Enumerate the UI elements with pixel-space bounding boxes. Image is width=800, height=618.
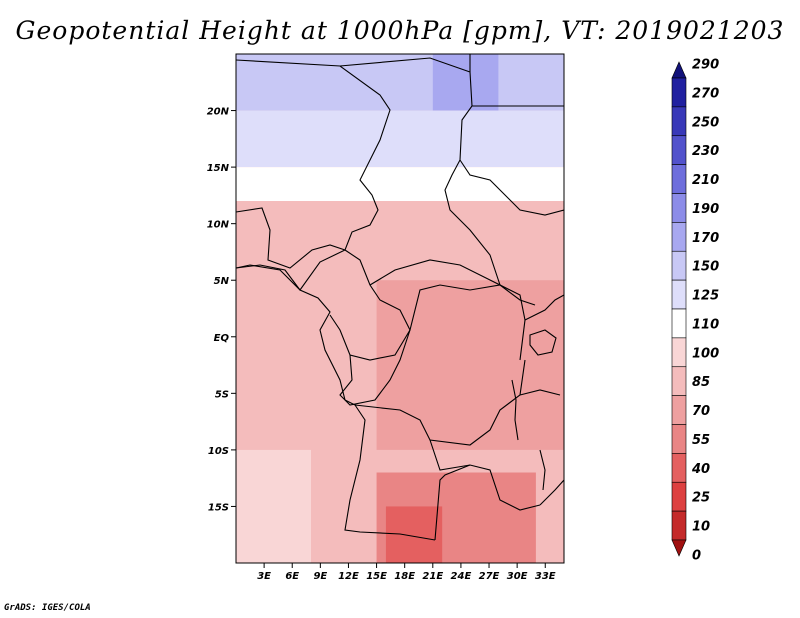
colorbar-swatch — [671, 77, 687, 108]
x-axis: 3E 6E 9E 12E 15E 18E 21E 24E 27E 30E 33E — [257, 563, 556, 582]
region-south-atlantic — [236, 449, 311, 563]
border-drc-south — [354, 359, 526, 446]
region-northeast-egypt — [432, 54, 499, 111]
region-white-band — [236, 167, 564, 202]
border-sudan — [459, 159, 564, 216]
border-east — [524, 294, 564, 321]
x-tick-label: 21E — [422, 571, 443, 582]
colorbar-label: 150 — [692, 260, 719, 275]
credit-label: GrADS: IGES/COLA — [4, 603, 91, 613]
border-angola — [344, 404, 436, 541]
colorbar-swatch — [671, 61, 687, 79]
colorbar-swatch — [671, 135, 687, 165]
region-sahel-light-blue — [236, 110, 564, 168]
y-tick-label: 20N — [207, 107, 230, 118]
border-north — [236, 59, 391, 291]
border-drc-north — [409, 284, 526, 361]
chart-title: Geopotential Height at 1000hPa [gpm], VT… — [15, 16, 785, 45]
colorbar-label: 290 — [692, 58, 719, 73]
x-tick-label: 6E — [285, 571, 299, 582]
colorbar-label: 250 — [692, 115, 719, 130]
x-tick-label: 30E — [507, 571, 528, 582]
x-tick-label: 9E — [313, 571, 327, 582]
colorbar-label: 100 — [692, 346, 719, 361]
y-tick-label: 15S — [208, 502, 229, 513]
colorbar-label: 125 — [692, 289, 719, 304]
colorbar-label: 190 — [692, 202, 719, 217]
border-congo — [339, 329, 411, 406]
x-tick-label: 18E — [394, 571, 415, 582]
border-libya-chad — [339, 57, 501, 286]
colorbar-label: 230 — [692, 144, 719, 159]
colorbar-label: 55 — [692, 433, 710, 448]
colorbar-label: 110 — [692, 317, 719, 332]
colorbar-swatch — [671, 366, 687, 396]
colorbar-label: 85 — [692, 375, 710, 390]
colorbar-swatch — [671, 510, 687, 541]
colorbar-label: 40 — [691, 462, 710, 477]
colorbar-swatch — [671, 539, 687, 557]
x-tick-label: 24E — [451, 571, 472, 582]
colorbar-label: 25 — [692, 491, 710, 506]
region-central-basin — [376, 280, 564, 450]
colorbar-label: 10 — [692, 520, 710, 535]
region-kalahari-low — [385, 506, 443, 563]
colorbar-swatch — [671, 337, 687, 368]
x-tick-label: 3E — [257, 571, 271, 582]
colorbar-label: 270 — [692, 86, 719, 101]
lake-victoria — [529, 329, 557, 356]
country-borders — [236, 54, 564, 541]
colorbar-swatch — [671, 106, 687, 137]
border-car — [369, 259, 536, 306]
colorbar-swatch — [671, 222, 687, 252]
region-atlantic-tropics — [236, 280, 349, 450]
height-field — [236, 54, 564, 563]
x-tick-label: 15E — [366, 571, 387, 582]
colorbar-swatch — [671, 453, 687, 483]
colorbar-label: 170 — [692, 231, 719, 246]
y-tick-label: 10N — [207, 220, 230, 231]
border-niger-nigeria — [236, 207, 346, 269]
colorbar-label: 210 — [692, 173, 719, 188]
colorbar-label: 0 — [692, 548, 701, 563]
colorbar-swatch — [671, 308, 687, 339]
y-tick-label: 5S — [215, 389, 229, 400]
x-tick-label: 27E — [479, 571, 500, 582]
coast-gulf-guinea — [236, 264, 356, 406]
lake-tanganyika — [511, 379, 519, 441]
y-tick-label: EQ — [214, 333, 230, 344]
colorbar-label: 70 — [692, 404, 710, 419]
border-tanzania — [519, 389, 561, 396]
border-namibia-botswana — [434, 464, 471, 541]
x-tick-label: 33E — [535, 571, 556, 582]
y-axis: 20N 15N 10N 5N EQ 5S 10S 15S — [207, 107, 236, 513]
colorbar-swatch — [671, 424, 687, 454]
colorbar-swatch — [671, 250, 687, 281]
colorbar-swatch — [671, 164, 687, 194]
y-tick-label: 10S — [208, 446, 229, 457]
y-tick-label: 5N — [214, 276, 230, 287]
colorbar-swatch — [671, 193, 687, 223]
plot-frame — [235, 53, 565, 564]
x-tick-label: 12E — [338, 571, 359, 582]
colorbar-swatch — [671, 395, 687, 425]
colorbar-swatch — [671, 481, 687, 512]
y-tick-label: 15N — [207, 163, 230, 174]
colorbar-swatch — [671, 279, 687, 310]
border-mozambique — [539, 479, 564, 506]
lake-malawi — [539, 449, 546, 491]
border-zambia — [429, 439, 541, 511]
